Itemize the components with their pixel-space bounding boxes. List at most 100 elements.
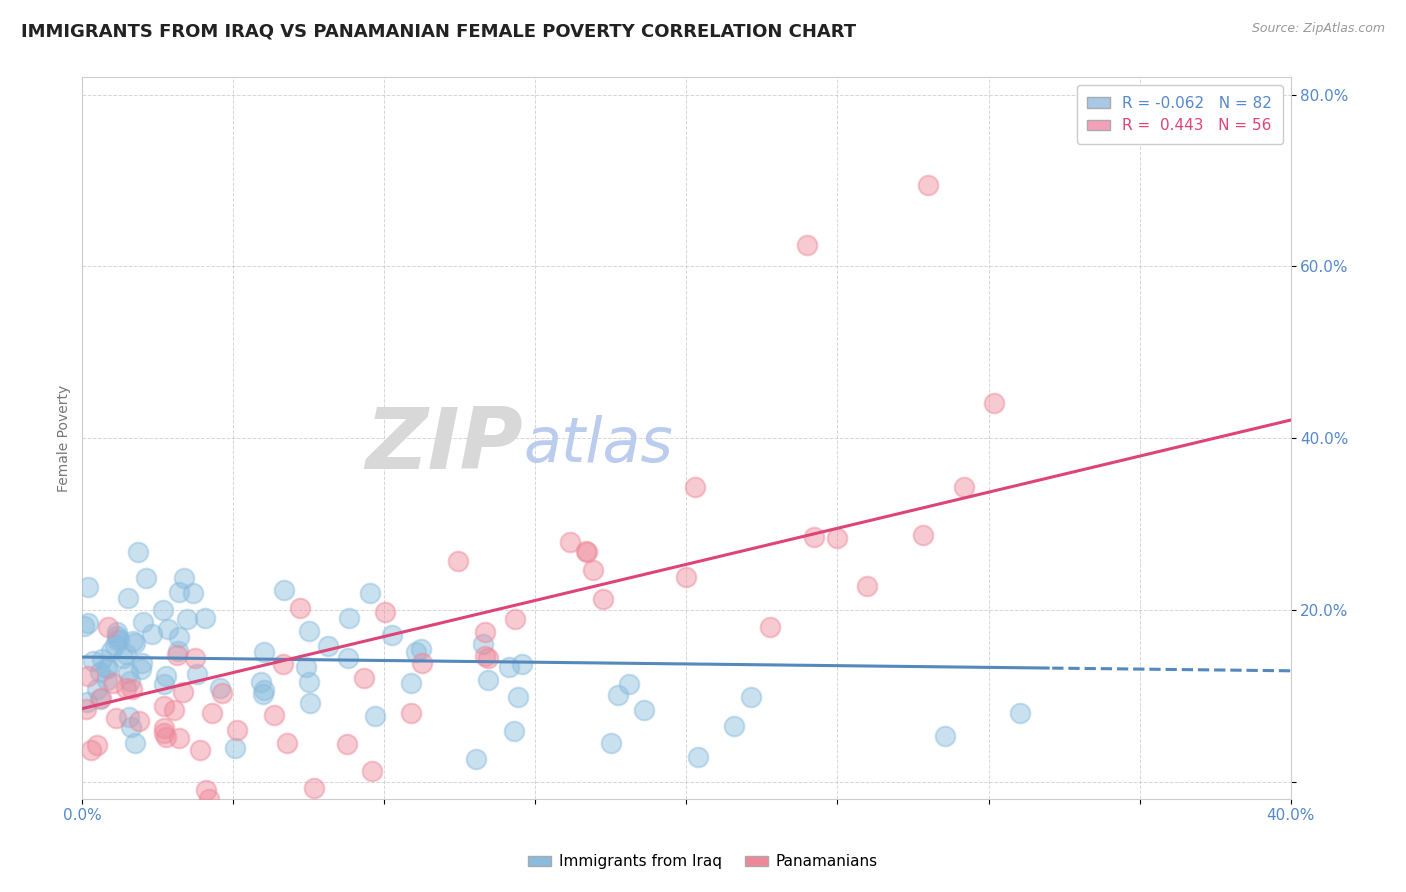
Point (298, 624, 321, 639)
Text: atlas: atlas (523, 416, 673, 475)
Text: Source: ZipAtlas.com: Source: ZipAtlas.com (1251, 22, 1385, 36)
Point (575, 545, 598, 559)
Point (399, 706, 422, 721)
Point (121, 681, 143, 696)
Point (506, 690, 529, 704)
Point (411, 641, 433, 656)
Point (167, 731, 190, 745)
Point (153, 726, 176, 740)
Point (934, 729, 956, 743)
Point (447, 554, 470, 568)
Point (502, 723, 524, 738)
Point (188, 743, 211, 757)
Point (803, 530, 825, 544)
Point (360, 764, 382, 778)
Point (155, 669, 177, 683)
Point (211, 686, 233, 700)
Point (796, 238, 818, 252)
Point (364, 708, 387, 723)
Point (97, 661, 120, 675)
Point (104, 711, 127, 725)
Point (107, 632, 129, 647)
Point (107, 633, 129, 648)
Point (503, 611, 526, 625)
Point (100, 644, 122, 658)
Point (172, 685, 194, 699)
Point (374, 605, 396, 619)
Point (337, 650, 360, 665)
Point (115, 647, 138, 661)
Point (353, 671, 375, 685)
Point (173, 571, 195, 585)
Point (194, 611, 217, 625)
Point (167, 644, 190, 658)
Y-axis label: Female Poverty: Female Poverty (58, 384, 72, 491)
Point (195, 783, 218, 797)
Point (288, 601, 311, 615)
Point (276, 736, 298, 750)
Point (153, 699, 176, 714)
Point (73, 619, 96, 633)
Point (856, 579, 879, 593)
Point (89, 692, 111, 706)
Point (953, 480, 976, 494)
Point (153, 722, 176, 736)
Point (273, 583, 295, 598)
Point (152, 603, 174, 617)
Point (606, 688, 628, 702)
Point (184, 650, 207, 665)
Point (723, 719, 745, 733)
Point (77, 616, 100, 631)
Point (131, 656, 153, 670)
Point (336, 737, 359, 751)
Legend: Immigrants from Iraq, Panamanians: Immigrants from Iraq, Panamanians (522, 848, 884, 875)
Point (253, 645, 276, 659)
Point (75, 702, 97, 716)
Point (167, 630, 190, 644)
Point (252, 687, 274, 701)
Text: ZIP: ZIP (366, 404, 523, 487)
Point (77, 669, 100, 683)
Legend: R = -0.062   N = 82, R =  0.443   N = 56: R = -0.062 N = 82, R = 0.443 N = 56 (1077, 85, 1282, 145)
Point (82, 654, 104, 668)
Point (224, 741, 246, 756)
Point (686, 749, 709, 764)
Point (297, 674, 319, 689)
Point (273, 657, 295, 672)
Point (405, 645, 427, 659)
Point (86, 738, 108, 752)
Point (127, 545, 149, 559)
Point (120, 720, 142, 734)
Point (129, 662, 152, 676)
Point (118, 674, 141, 689)
Point (77, 580, 100, 594)
Point (124, 736, 146, 750)
Point (155, 730, 177, 744)
Point (337, 611, 360, 625)
Text: IMMIGRANTS FROM IRAQ VS PANAMANIAN FEMALE POVERTY CORRELATION CHART: IMMIGRANTS FROM IRAQ VS PANAMANIAN FEMAL… (21, 22, 856, 40)
Point (263, 708, 285, 723)
Point (740, 690, 762, 705)
Point (917, 178, 939, 192)
Point (472, 637, 495, 651)
Point (96, 673, 118, 687)
Point (176, 612, 198, 626)
Point (76, 695, 98, 709)
Point (581, 563, 603, 577)
Point (104, 638, 127, 652)
Point (759, 620, 782, 634)
Point (399, 675, 422, 690)
Point (117, 591, 139, 605)
Point (97, 620, 120, 634)
Point (633, 703, 655, 717)
Point (411, 656, 433, 670)
Point (302, 780, 325, 795)
Point (619, 676, 641, 690)
Point (477, 650, 499, 665)
Point (101, 675, 124, 690)
Point (474, 648, 496, 663)
Point (464, 752, 486, 766)
Point (294, 659, 316, 673)
Point (141, 626, 163, 640)
Point (208, 681, 231, 695)
